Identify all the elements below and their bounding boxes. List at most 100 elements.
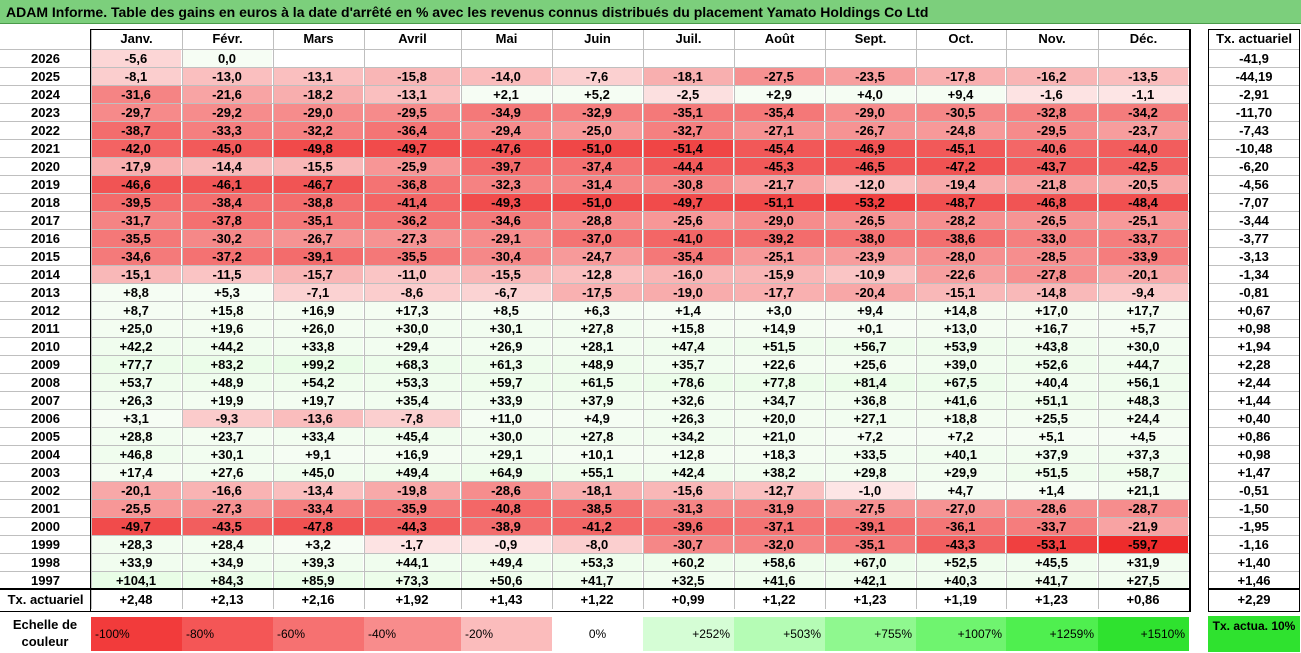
heatmap-cell: +35,4 [364,392,461,410]
heatmap-cell: +14,9 [734,320,825,338]
heatmap-cell: +59,7 [461,374,552,392]
heatmap-cell: -17,9 [91,158,182,176]
heatmap-cell: +19,6 [182,320,273,338]
heatmap-cell: -25,5 [91,500,182,518]
heatmap-cell: -36,8 [364,176,461,194]
heatmap-cell: -38,9 [461,518,552,536]
heatmap-cell: -49,7 [364,140,461,158]
heatmap-cell: -7,8 [364,410,461,428]
heatmap-cell: -13,6 [273,410,364,428]
heatmap-cell: +30,0 [1098,338,1189,356]
heatmap-cell: -38,4 [182,194,273,212]
heatmap-cell: +25,6 [825,356,916,374]
heatmap-cell: +51,5 [1006,464,1098,482]
heatmap-cell: +37,9 [552,392,643,410]
heatmap-cell: -0,9 [461,536,552,554]
heatmap-cell: -29,7 [91,104,182,122]
heatmap-cell: -31,4 [552,176,643,194]
heatmap-cell: -13,1 [273,68,364,86]
heatmap-cell [734,50,825,68]
heatmap-cell: +53,9 [916,338,1006,356]
heatmap-cell: -34,6 [91,248,182,266]
heatmap-cell: +15,8 [182,302,273,320]
heatmap-cell: +27,1 [825,410,916,428]
heatmap-cell: +33,8 [273,338,364,356]
heatmap-cell: +12,8 [643,446,734,464]
heatmap-cell [1006,50,1098,68]
heatmap-cell: +37,3 [1098,446,1189,464]
heatmap-cell: -16,6 [182,482,273,500]
heatmap-cell: -23,7 [1098,122,1189,140]
heatmap-cell: -46,8 [1006,194,1098,212]
year-label: 2011 [31,321,60,336]
heatmap-cell: +5,1 [1006,428,1098,446]
heatmap-cell: -18,1 [552,482,643,500]
footer-rate-cell: +2,48 [91,591,182,609]
year-label: 2015 [31,249,60,264]
heatmap-cell: -23,5 [825,68,916,86]
heatmap-cell: -35,1 [643,104,734,122]
heatmap-cell: +20,0 [734,410,825,428]
heatmap-cell: +26,0 [273,320,364,338]
heatmap-cell: +26,3 [91,392,182,410]
heatmap-cell: -38,6 [916,230,1006,248]
heatmap-cell: -8,6 [364,284,461,302]
heatmap-cell: +38,2 [734,464,825,482]
rate-cell: +2,28 [1237,357,1271,372]
heatmap-cell: -49,7 [91,518,182,536]
heatmap-cell: -40,6 [1006,140,1098,158]
heatmap-cell: -39,2 [734,230,825,248]
heatmap-cell: +6,3 [552,302,643,320]
heatmap-cell: -1,1 [1098,86,1189,104]
heatmap-cell: +49,4 [461,554,552,572]
heatmap-cell: -1,7 [364,536,461,554]
heatmap-cell: +13,0 [916,320,1006,338]
rate-cell: -4,56 [1239,177,1269,192]
heatmap-cell: -28,2 [916,212,1006,230]
heatmap-cell: -46,7 [273,176,364,194]
heatmap-cell: +28,4 [182,536,273,554]
month-header: Févr. [212,31,243,46]
rate-cell: -1,50 [1239,501,1269,516]
heatmap-cell: -46,5 [825,158,916,176]
heatmap-cell: -28,8 [552,212,643,230]
heatmap-cell: +78,6 [643,374,734,392]
heatmap-cell: -47,8 [273,518,364,536]
rate-cell: +2,44 [1237,375,1271,390]
heatmap-cell: +8,5 [461,302,552,320]
heatmap-cell: -36,1 [916,518,1006,536]
heatmap-cell: +54,2 [273,374,364,392]
heatmap-cell: -13,0 [182,68,273,86]
heatmap-cell [916,50,1006,68]
scale-swatch: -60% [273,617,364,651]
scale-swatch: +1510% [1098,617,1189,651]
heatmap-cell: -35,5 [364,248,461,266]
heatmap-cell: -35,1 [825,536,916,554]
heatmap-cell: -38,0 [825,230,916,248]
heatmap-cell: +27,6 [182,464,273,482]
year-label: 2008 [31,375,60,390]
month-header: Janv. [120,31,153,46]
heatmap-cell: -39,1 [273,248,364,266]
heatmap-cell: -34,2 [1098,104,1189,122]
heatmap-cell: -35,4 [734,104,825,122]
year-label: 2004 [31,447,60,462]
footer-rate-cell: +1,43 [461,591,552,609]
heatmap-cell: -18,1 [643,68,734,86]
heatmap-cell: +31,9 [1098,554,1189,572]
heatmap-cell: +99,2 [273,356,364,374]
heatmap-cell: -15,1 [916,284,1006,302]
heatmap-cell: -22,6 [916,266,1006,284]
heatmap-cell: +27,8 [552,320,643,338]
heatmap-cell: -10,9 [825,266,916,284]
year-label: 2012 [31,303,60,318]
heatmap-cell: -27,5 [734,68,825,86]
rate-cell: +1,46 [1237,573,1271,588]
heatmap-cell: +15,8 [643,320,734,338]
rate-cell: -3,77 [1239,231,1269,246]
month-header: Nov. [1038,31,1066,46]
scale-swatch: -80% [182,617,273,651]
report-title: ADAM Informe. Table des gains en euros à… [0,0,1301,24]
heatmap-cell: -11,0 [364,266,461,284]
heatmap-cell: -30,4 [461,248,552,266]
